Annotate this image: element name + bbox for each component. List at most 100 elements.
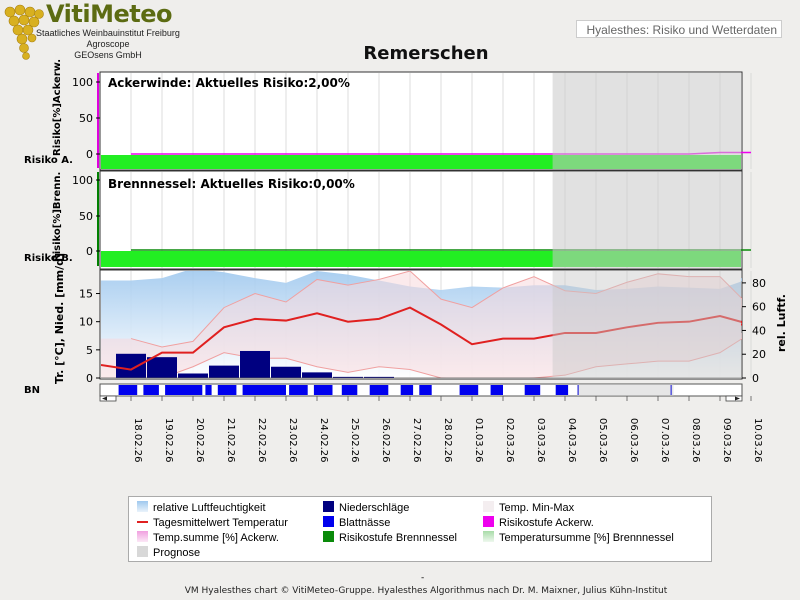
ytick-label: 10 (79, 316, 93, 329)
precipitation-bar (147, 357, 177, 378)
legend-item: Tagesmittelwert Temperatur (137, 516, 288, 530)
precipitation-bar (116, 353, 146, 378)
blattnaesse-segment (165, 385, 203, 395)
footer-dash: - (421, 573, 425, 583)
weather-ylabel-left: Tr. [°C], Nied. [mm/d] (53, 253, 66, 384)
legend-swatch (137, 546, 148, 557)
blattnaesse-segment (400, 385, 414, 395)
blattnaesse-segment (289, 385, 308, 395)
xtick-label: 26.02.26 (380, 418, 391, 463)
legend-swatch (137, 531, 148, 542)
xtick-label: 24.02.26 (318, 418, 329, 463)
bn-label: BN (24, 385, 40, 396)
precipitation-bar (271, 366, 301, 378)
ytick-label: 5 (86, 344, 93, 357)
legend-item: Temperatursumme [%] Brennnessel (483, 531, 674, 545)
blattnaesse-segment (577, 385, 579, 395)
footer-credit: VM Hyalesthes chart © VitiMeteo-Gruppe. … (184, 586, 668, 596)
legend-item: Prognose (137, 546, 200, 560)
blattnaesse-segment (143, 385, 159, 395)
legend-swatch (483, 531, 494, 542)
xtick-label: 07.03.26 (659, 418, 670, 463)
weather-ylabel-right: rel. Luftf. (775, 294, 788, 352)
ytick-label: 0 (86, 148, 93, 161)
scroll-right-arrow-icon[interactable] (725, 395, 743, 402)
scroll-left-arrow-icon[interactable] (99, 395, 117, 402)
logo-line-3: GEOsens GmbH (74, 50, 142, 60)
ytick-label: 15 (79, 288, 93, 301)
temp-max-line (130, 271, 742, 348)
legend-label: Prognose (153, 547, 201, 559)
legend: relative Luftfeuchtigkeit Niederschläge … (128, 496, 712, 562)
legend-label: Risikostufe Ackerw. (499, 517, 594, 529)
precipitation-bar (240, 350, 270, 378)
blattnaesse-segment (242, 385, 286, 395)
ytick-label-right: 60 (752, 301, 766, 314)
legend-label: relative Luftfeuchtigkeit (153, 502, 266, 514)
legend-swatch (137, 501, 148, 512)
xtick-label: 18.02.26 (132, 418, 143, 463)
ytick-label: 0 (86, 372, 93, 385)
blattnaesse-segment (205, 385, 212, 395)
xtick-label: 21.02.26 (225, 418, 236, 463)
ytick-label-right: 0 (752, 372, 759, 385)
xtick-label: 23.02.26 (287, 418, 298, 463)
legend-swatch (483, 501, 494, 512)
legend-label: Niederschläge (339, 502, 410, 514)
blattnaesse-segment (313, 385, 333, 395)
ytick-label-right: 80 (752, 277, 766, 290)
precipitation-bar (302, 372, 332, 378)
legend-label: Temp. Min-Max (499, 502, 575, 514)
legend-label: Temp.summe [%] Ackerw. (153, 532, 279, 544)
xtick-label: 20.02.26 (194, 418, 205, 463)
prognosis-overlay-weather (552, 271, 741, 378)
xtick-label: 28.02.26 (442, 418, 453, 463)
xtick-label: 09.03.26 (721, 418, 732, 463)
xtick-label: 10.03.26 (752, 418, 763, 463)
xtick-label: 27.02.26 (411, 418, 422, 463)
blattnaesse-segment (670, 385, 672, 395)
legend-label: Blattnässe (339, 517, 391, 529)
prognosis-overlay-brennnessel (552, 172, 741, 268)
legend-label: Temperatursumme [%] Brennnessel (499, 532, 674, 544)
legend-item: Temp.summe [%] Ackerw. (137, 531, 279, 545)
blattnaesse-segment (217, 385, 237, 395)
legend-item: Niederschläge (323, 501, 409, 515)
grape-logo-icon (4, 4, 44, 60)
blattnaesse-segment (490, 385, 503, 395)
logo-line-2: Agroscope (86, 39, 130, 49)
logo-line-1: Staatliches Weinbauinstitut Freiburg (36, 28, 180, 38)
ytick-label: 50 (79, 210, 93, 223)
risk-a-label: Risiko A. (24, 155, 73, 166)
ytick-label: 0 (86, 245, 93, 258)
ytick-label: 100 (72, 76, 93, 89)
xtick-label: 01.03.26 (473, 418, 484, 463)
risk-b-label: Risiko B. (24, 253, 73, 264)
blattnaesse-segment (555, 385, 569, 395)
ytick-label: 100 (72, 174, 93, 187)
blattnaesse-segment (524, 385, 541, 395)
blattnaesse-segment (459, 385, 479, 395)
chart-title: Remerschen (363, 43, 489, 64)
ytick-label-right: 40 (752, 324, 766, 337)
xtick-label: 22.02.26 (256, 418, 267, 463)
prognosis-overlay-ackerwinde (552, 73, 741, 169)
brennnessel-ylabel: Risiko[%]Brenn. (52, 171, 63, 262)
blattnaesse-segment (118, 385, 138, 395)
blattnaesse-segment (419, 385, 432, 395)
xtick-label: 08.03.26 (690, 418, 701, 463)
legend-swatch (323, 516, 334, 527)
page-subtitle: Hyalesthes: Risiko und Wetterdaten (576, 20, 782, 38)
blattnaesse-segment (369, 385, 389, 395)
temp-min-line (156, 338, 742, 378)
legend-item: Temp. Min-Max (483, 501, 574, 515)
legend-item: relative Luftfeuchtigkeit (137, 501, 266, 515)
xtick-label: 03.03.26 (535, 418, 546, 463)
xtick-label: 04.03.26 (566, 418, 577, 463)
xtick-label: 05.03.26 (597, 418, 608, 463)
mean-temperature-line (101, 306, 742, 371)
legend-item: Risikostufe Ackerw. (483, 516, 594, 530)
brennnessel-title: Brennnessel: Aktuelles Risiko:0,00% (108, 177, 355, 191)
ytick-label: 50 (79, 112, 93, 125)
